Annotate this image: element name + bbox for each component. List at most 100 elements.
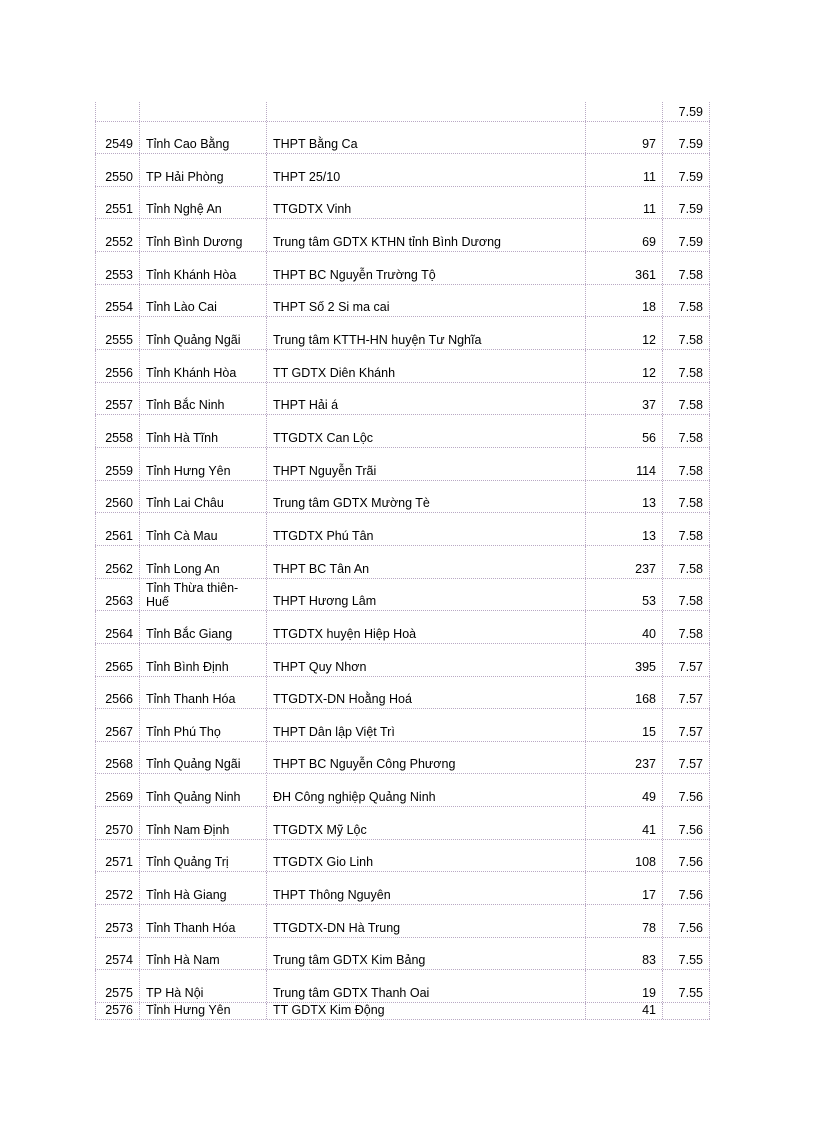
count-cell-text: 37	[642, 398, 656, 413]
rank-cell-text: 2570	[105, 822, 133, 837]
province-cell-text: Tỉnh Long An	[146, 561, 220, 576]
table-row: 2576 Tỉnh Hưng Yên TT GDTX Kim Động 41	[95, 1003, 710, 1021]
count-cell-text: 13	[642, 528, 656, 543]
count-cell: 17	[585, 872, 662, 905]
rank-cell-text: 2562	[105, 561, 133, 576]
rank-cell: 2565	[95, 643, 139, 676]
count-cell: 361	[585, 252, 662, 284]
table-row: 7.59	[95, 102, 710, 122]
table-row: 2551 Tỉnh Nghệ An TTGDTX Vinh 11 7.59	[95, 186, 710, 220]
school-cell-text: THPT Hương Lâm	[273, 594, 377, 609]
rank-cell-text: 2554	[105, 300, 133, 315]
rank-cell-text: 2558	[105, 430, 133, 445]
rank-cell: 2566	[95, 676, 139, 709]
rank-cell: 2560	[95, 480, 139, 513]
count-cell: 53	[585, 578, 662, 611]
rank-cell-text: 2561	[105, 528, 133, 543]
school-cell-text: THPT Hải á	[273, 398, 339, 413]
school-cell: TTGDTX Phú Tân	[266, 513, 585, 545]
province-cell: Tỉnh Thanh Hóa	[139, 676, 266, 709]
school-cell: TTGDTX-DN Hoằng Hoá	[266, 676, 585, 709]
school-cell: TTGDTX huyện Hiệp Hoà	[266, 611, 585, 643]
rank-cell: 2572	[95, 872, 139, 905]
rank-cell-text: 2551	[105, 202, 133, 217]
rank-cell-text: 2552	[105, 235, 133, 250]
count-cell: 15	[585, 709, 662, 741]
province-cell-text: Tỉnh Quảng Ninh	[146, 790, 241, 805]
province-cell: Tỉnh Cà Mau	[139, 513, 266, 545]
score-cell-text: 7.57	[678, 692, 703, 707]
count-cell-text: 361	[635, 267, 656, 282]
count-cell-text: 15	[642, 724, 656, 739]
school-cell-text: Trung tâm GDTX KTHN tỉnh Bình Dương	[273, 235, 501, 250]
score-cell-text: 7.59	[678, 137, 703, 152]
count-cell: 37	[585, 382, 662, 415]
count-cell-text: 108	[635, 855, 656, 870]
table-row: 2560 Tỉnh Lai Châu Trung tâm GDTX Mường Tè…	[95, 480, 710, 514]
table-row: 2550 TP Hải Phòng THPT 25/10 11 7.59	[95, 154, 710, 187]
rank-cell-text: 2549	[105, 137, 133, 152]
school-cell-text: THPT Bằng Ca	[273, 137, 358, 152]
rank-cell-text: 2550	[105, 169, 133, 184]
rank-cell-text: 2571	[105, 855, 133, 870]
score-cell-text: 7.57	[678, 659, 703, 674]
province-cell-text: Tỉnh Lào Cai	[146, 300, 217, 315]
table-row: 2566 Tỉnh Thanh Hóa TTGDTX-DN Hoằng Hoá 168…	[95, 676, 710, 710]
school-cell-text: THPT Quy Nhơn	[273, 659, 367, 674]
province-cell: Tỉnh Khánh Hòa	[139, 350, 266, 382]
rank-cell-text: 2563	[105, 594, 133, 609]
count-cell: 83	[585, 937, 662, 970]
rank-cell-text: 2555	[105, 333, 133, 348]
school-cell-text: THPT Số 2 Si ma cai	[273, 300, 390, 315]
count-cell-text: 11	[643, 202, 656, 217]
rank-cell: 2563	[95, 578, 139, 611]
province-cell: Tỉnh Thanh Hóa	[139, 905, 266, 937]
school-cell: THPT Thông Nguyên	[266, 872, 585, 905]
score-cell: 7.58	[662, 513, 710, 545]
rank-cell: 2569	[95, 774, 139, 807]
school-cell: TTGDTX Can Lộc	[266, 415, 585, 447]
score-cell: 7.59	[662, 102, 710, 121]
table-row: 2557 Tỉnh Bắc Ninh THPT Hải á 37 7.58	[95, 382, 710, 416]
count-cell-text: 19	[642, 986, 656, 1001]
province-cell: Tỉnh Nghệ An	[139, 186, 266, 219]
count-cell: 11	[585, 154, 662, 186]
count-cell: 97	[585, 121, 662, 154]
rank-cell: 2553	[95, 252, 139, 284]
score-cell: 7.59	[662, 154, 710, 186]
province-cell-text: Tỉnh Thanh Hóa	[146, 920, 236, 935]
count-cell: 40	[585, 611, 662, 643]
province-cell: Tỉnh Long An	[139, 545, 266, 578]
score-cell-text: 7.56	[678, 822, 703, 837]
school-cell: THPT Hương Lâm	[266, 578, 585, 611]
province-cell-text: TP Hải Phòng	[146, 169, 224, 184]
score-cell: 7.59	[662, 121, 710, 154]
rank-cell-text: 2557	[105, 398, 133, 413]
score-cell: 7.57	[662, 676, 710, 709]
rank-cell-text: 2565	[105, 659, 133, 674]
school-cell-text: Trung tâm GDTX Thanh Oai	[273, 986, 430, 1001]
count-cell: 56	[585, 415, 662, 447]
rank-cell: 2576	[95, 1003, 139, 1020]
score-cell-text: 7.56	[678, 888, 703, 903]
province-cell: Tỉnh Phú Thọ	[139, 709, 266, 741]
score-cell-text: 7.58	[678, 365, 703, 380]
rank-cell: 2558	[95, 415, 139, 447]
count-cell-text: 49	[642, 790, 656, 805]
score-cell: 7.56	[662, 839, 710, 872]
rank-cell: 2551	[95, 186, 139, 219]
count-cell-text: 78	[642, 920, 656, 935]
province-cell: Tỉnh Bình Định	[139, 643, 266, 676]
table-row: 2570 Tỉnh Nam Định TTGDTX Mỹ Lộc 41 7.56	[95, 807, 710, 840]
score-cell: 7.58	[662, 611, 710, 643]
score-cell	[662, 1003, 710, 1020]
province-cell: Tỉnh Lai Châu	[139, 480, 266, 513]
score-cell-text: 7.55	[678, 953, 703, 968]
score-cell: 7.58	[662, 382, 710, 415]
province-cell: Tỉnh Hà Giang	[139, 872, 266, 905]
school-cell: THPT 25/10	[266, 154, 585, 186]
school-cell-text: TTGDTX Phú Tân	[273, 528, 374, 543]
table-row: 2571 Tỉnh Quảng Trị TTGDTX Gio Linh 108 7.56	[95, 839, 710, 873]
table-row: 2567 Tỉnh Phú Thọ THPT Dân lập Việt Trì 15 7…	[95, 709, 710, 742]
score-cell: 7.56	[662, 872, 710, 905]
